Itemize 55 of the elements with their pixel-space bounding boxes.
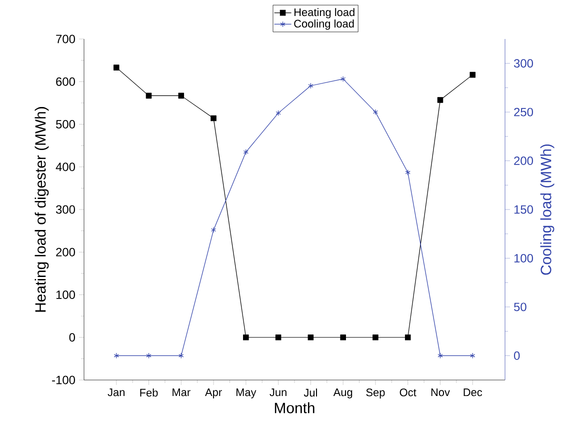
point [243,334,249,340]
x-tick-label: Oct [400,388,416,396]
point [470,72,476,78]
x-tick-label: May [236,388,256,398]
point [146,352,152,359]
y-tick-label: 700 [56,34,76,44]
point [405,170,410,176]
point [243,149,248,155]
x-tick-label: Feb [140,388,158,397]
y-tick-label: 400 [56,162,76,172]
point [178,352,184,359]
y-tick-label: 200 [56,248,76,256]
x-tick-label: Mar [172,388,190,396]
point [210,227,216,233]
y-tick-label: 600 [56,77,76,86]
y-tick-label: -100 [52,376,76,384]
point [372,334,378,340]
point [275,334,282,340]
y2-tick-label: 0 [514,351,520,360]
point [178,92,184,99]
x-tick-label: Jan [108,388,124,396]
point [437,97,444,103]
y-axis-title: Heating load of digester (MWh) [34,107,49,312]
y-tick-label: 0 [69,333,76,342]
legend-label: Heating load [294,8,354,18]
y2-tick-label: 200 [514,156,534,166]
point [340,334,346,340]
point [276,110,281,116]
x-tick-label: Sep [366,388,385,398]
point [404,334,411,340]
y-tick-label: 300 [56,205,76,214]
y2-tick-label: 250 [514,108,534,116]
y2-tick-label: 150 [514,205,534,214]
y-tick-label: 500 [56,120,76,128]
x-tick-label: Jun [270,388,286,396]
point [340,76,346,82]
y-tick-label: 100 [56,290,76,299]
x-tick-label: Apr [205,388,222,398]
x-tick-label: Nov [431,388,450,396]
x-tick-label: Aug [333,388,352,398]
y2-axis-title: Cooling load (MWh) [540,144,554,275]
x-tick-label: Jul [304,388,317,397]
point [438,352,443,359]
y2-tick-label: 300 [514,59,534,68]
y2-tick-label: 100 [514,254,534,262]
point [308,334,314,340]
point [308,82,314,89]
point [210,115,216,122]
x-tick-label: Dec [464,388,482,396]
point [372,109,378,115]
y2-tick-label: 50 [514,302,526,312]
point [113,64,120,70]
legend-label: Cooling load [294,20,354,30]
point [146,92,152,99]
x-axis-title: Month [274,402,314,414]
